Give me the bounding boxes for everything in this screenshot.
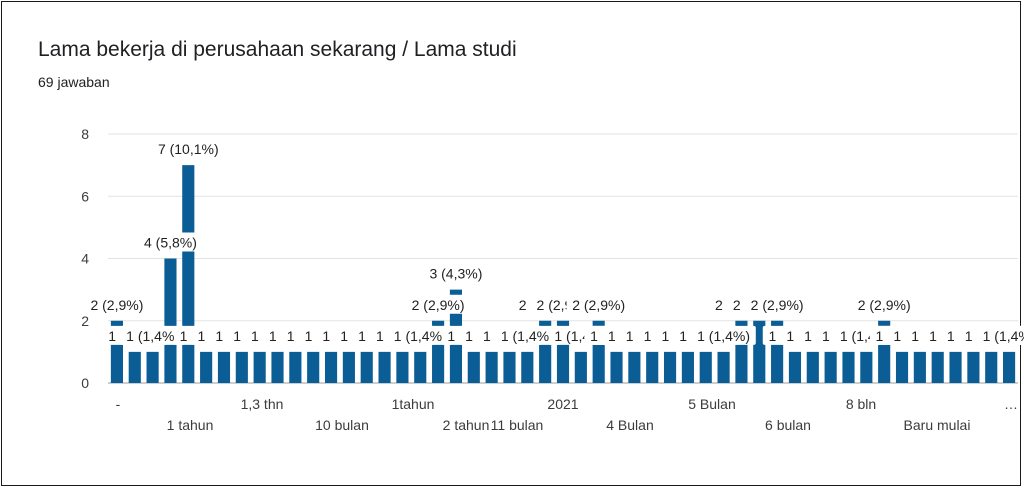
bar[interactable] bbox=[342, 351, 355, 383]
x-tick-label: 8 bln bbox=[846, 396, 876, 412]
bar[interactable] bbox=[1003, 351, 1016, 383]
data-label: 4 (5,8%) bbox=[144, 235, 197, 251]
bar[interactable] bbox=[503, 351, 516, 383]
bar[interactable] bbox=[128, 351, 141, 383]
bar[interactable] bbox=[217, 351, 231, 383]
data-label: 2 (2,9%) bbox=[751, 297, 804, 313]
bar[interactable] bbox=[913, 351, 926, 383]
bar[interactable] bbox=[146, 351, 159, 383]
bar[interactable] bbox=[235, 351, 248, 383]
x-tick-label: - bbox=[116, 396, 121, 412]
x-tick-label: 1 tahun bbox=[167, 417, 214, 433]
bar[interactable] bbox=[200, 351, 213, 383]
x-tick-label: 4 Bulan bbox=[606, 417, 653, 433]
data-label: 1 (1,4%) bbox=[394, 328, 447, 344]
data-label: 7 (10,1%) bbox=[158, 141, 219, 157]
bar[interactable] bbox=[610, 351, 623, 383]
bar[interactable] bbox=[467, 351, 480, 383]
y-tick-label: 2 bbox=[81, 313, 89, 329]
response-count: 69 jawaban bbox=[38, 74, 110, 90]
data-label: 2 (2,9%) bbox=[90, 297, 143, 313]
bar[interactable] bbox=[806, 351, 819, 383]
data-label: 2 (2,9%) bbox=[572, 297, 625, 313]
x-tick-label: 10 bulan bbox=[315, 417, 369, 433]
bar[interactable] bbox=[895, 351, 909, 383]
data-label-background bbox=[152, 139, 225, 159]
x-tick-label: 11 bulan bbox=[491, 417, 544, 433]
x-tick-label: 1,3 thn bbox=[241, 396, 284, 412]
data-label: 1 (1,4%) bbox=[501, 328, 554, 344]
bar[interactable] bbox=[646, 351, 659, 383]
x-tick-label: Baru mulai bbox=[904, 417, 971, 433]
y-tick-label: 8 bbox=[81, 126, 89, 142]
data-label: 2 (2,9%) bbox=[858, 297, 911, 313]
data-label-background bbox=[566, 294, 631, 314]
y-axis: 0 2 4 6 8 bbox=[81, 126, 89, 391]
bar[interactable] bbox=[985, 351, 998, 383]
bar[interactable] bbox=[663, 351, 677, 383]
data-label-background bbox=[851, 294, 917, 314]
bar[interactable] bbox=[949, 351, 962, 383]
bar[interactable] bbox=[253, 351, 266, 383]
data-label: 1 (1,4%) bbox=[983, 328, 1024, 344]
data-label: 1 (1,4%) bbox=[697, 328, 750, 344]
bar[interactable] bbox=[182, 165, 195, 383]
bar[interactable] bbox=[414, 351, 427, 383]
data-label: 1 (1,4%) bbox=[126, 328, 179, 344]
x-tick-label: 6 bulan bbox=[765, 417, 811, 433]
x-tick-label: 2021 bbox=[547, 396, 578, 412]
data-label-background bbox=[84, 294, 150, 314]
bar[interactable] bbox=[931, 351, 944, 383]
data-label-background bbox=[120, 325, 185, 345]
bar[interactable] bbox=[307, 351, 320, 383]
data-label-background bbox=[138, 232, 203, 252]
bar[interactable] bbox=[289, 351, 302, 383]
question-title: Lama bekerja di perusahaan sekarang / La… bbox=[38, 38, 517, 61]
bar[interactable] bbox=[396, 351, 409, 383]
x-tick-label: … bbox=[1004, 396, 1018, 412]
data-label-background bbox=[405, 294, 471, 314]
bar[interactable] bbox=[717, 351, 730, 383]
bar[interactable] bbox=[860, 351, 873, 383]
data-label-background bbox=[976, 325, 1024, 345]
bar[interactable] bbox=[485, 351, 498, 383]
bar[interactable] bbox=[824, 351, 837, 383]
bar[interactable] bbox=[788, 351, 802, 383]
bar[interactable] bbox=[324, 351, 338, 383]
bar[interactable] bbox=[753, 320, 766, 383]
data-label-background bbox=[495, 325, 560, 345]
data-label-background bbox=[691, 325, 756, 345]
bar[interactable] bbox=[271, 351, 284, 383]
bar[interactable] bbox=[378, 351, 391, 383]
bar[interactable] bbox=[164, 258, 177, 384]
x-tick-label: 2 tahun bbox=[443, 417, 490, 433]
data-label-background bbox=[388, 325, 453, 345]
bar[interactable] bbox=[699, 351, 712, 383]
bar[interactable] bbox=[360, 351, 373, 383]
x-tick-label: 1tahun bbox=[392, 396, 435, 412]
bar[interactable] bbox=[574, 351, 587, 383]
data-label-background bbox=[744, 294, 810, 314]
bars bbox=[110, 165, 1016, 384]
data-labels: 2 (2,9%)1 (1,4%)1 (1,4%)4 (5,8%)7 (10,1%… bbox=[84, 139, 1024, 345]
y-tick-label: 6 bbox=[81, 188, 89, 204]
y-tick-label: 0 bbox=[81, 375, 89, 391]
data-label: 2 (2,9%) bbox=[412, 297, 465, 313]
bar[interactable] bbox=[842, 351, 855, 383]
x-tick-label: 5 Bulan bbox=[688, 396, 735, 412]
bar[interactable] bbox=[967, 351, 980, 383]
x-axis: - 1 tahun 1,3 thn 10 bulan 1tahun 2 tahun 11 b… bbox=[116, 396, 1018, 433]
bar[interactable] bbox=[681, 351, 694, 383]
y-tick-label: 4 bbox=[81, 251, 89, 267]
data-label: 3 (4,3%) bbox=[429, 266, 482, 282]
bar[interactable] bbox=[628, 351, 641, 383]
data-label-background bbox=[423, 263, 489, 283]
bar[interactable] bbox=[521, 351, 534, 383]
